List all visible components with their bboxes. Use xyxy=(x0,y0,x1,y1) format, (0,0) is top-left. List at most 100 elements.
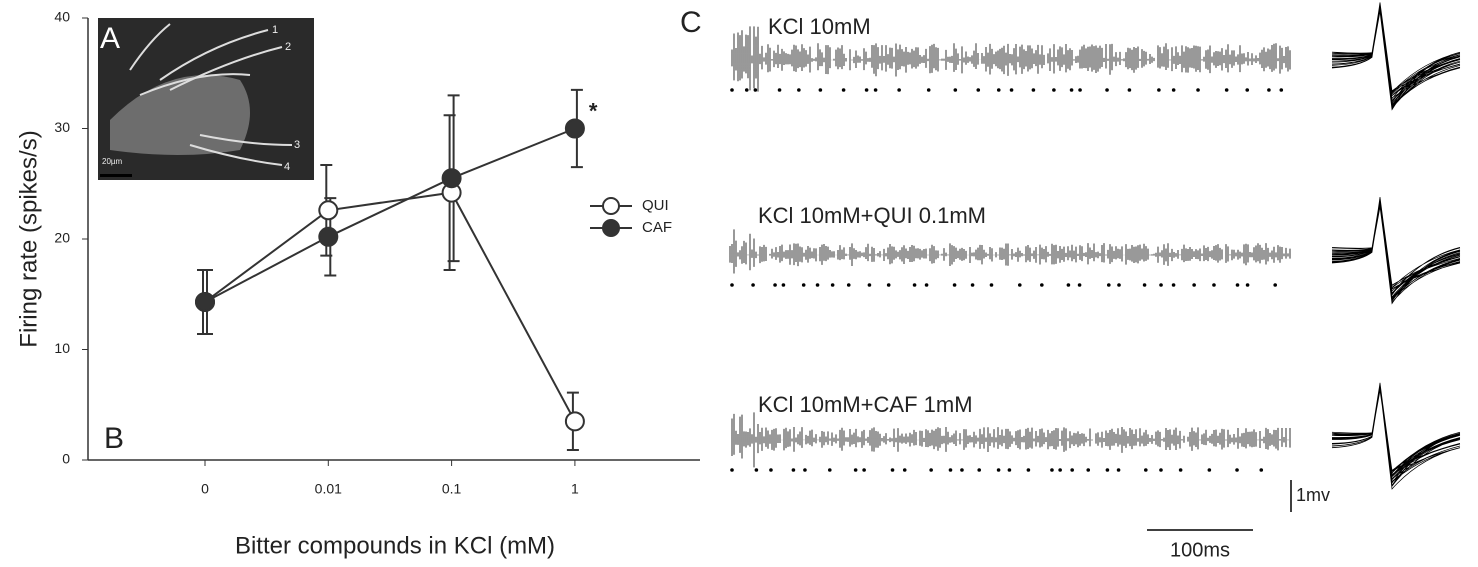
point xyxy=(441,168,462,189)
hair-label: 3 xyxy=(294,139,300,151)
trace xyxy=(729,229,1291,274)
trace xyxy=(729,412,1291,468)
x-tick-label: 0.1 xyxy=(442,481,462,497)
x-tick-label: 0 xyxy=(201,481,209,497)
spike-dot xyxy=(953,88,958,92)
spike-dot xyxy=(1127,88,1132,92)
spike-dot xyxy=(1052,88,1056,92)
time-scale-label: 100ms xyxy=(1170,539,1230,561)
series-line xyxy=(204,191,576,422)
spike-dot xyxy=(1159,283,1163,287)
spike-dot xyxy=(1078,88,1082,92)
spike-dot xyxy=(1259,468,1264,472)
y-tick-label: 20 xyxy=(54,230,70,246)
spike-dot xyxy=(1171,88,1176,92)
spike-dot xyxy=(1040,283,1044,287)
spike-dot xyxy=(1143,468,1148,472)
spike-dot xyxy=(867,283,872,287)
spike-dot xyxy=(853,468,858,472)
spike-dot xyxy=(1245,88,1250,92)
spike-dot xyxy=(1267,88,1271,92)
spike-dot xyxy=(864,88,869,92)
annotation: * xyxy=(589,98,598,123)
y-axis-label: Firing rate (spikes/s) xyxy=(15,130,42,347)
legend-marker xyxy=(602,197,620,215)
spike-dot xyxy=(1207,468,1212,472)
spike-dot xyxy=(1224,88,1229,92)
spike-dot xyxy=(730,468,734,472)
spike-dot xyxy=(773,283,777,287)
spike-dot xyxy=(1117,283,1121,287)
spike-dot xyxy=(1273,283,1277,287)
hair-label: 4 xyxy=(284,161,290,173)
spike-dot xyxy=(1007,468,1012,472)
panel-label: B xyxy=(104,422,124,455)
spike-dot xyxy=(996,88,1001,92)
spike-dot xyxy=(1106,283,1111,287)
spike-dot xyxy=(926,88,931,92)
spike-dot xyxy=(754,468,759,472)
spike-dot xyxy=(1235,283,1240,287)
spike-dot xyxy=(1116,468,1121,472)
spike-dot xyxy=(730,283,734,287)
spike-dot xyxy=(1235,468,1239,472)
spike-dot xyxy=(952,283,957,287)
spike-dot xyxy=(996,468,1001,472)
spike-dot xyxy=(977,468,982,472)
inset-hairs xyxy=(129,23,293,166)
spike-dot xyxy=(970,283,975,287)
point xyxy=(318,200,339,221)
y-tick-label: 30 xyxy=(54,119,70,135)
spike-dot xyxy=(846,283,851,287)
legend-marker xyxy=(602,219,620,237)
spike-dot xyxy=(753,88,758,92)
spike-dot xyxy=(873,88,878,92)
spike-dot xyxy=(769,468,773,472)
spike-dot xyxy=(1026,468,1031,472)
legend-label: QUI xyxy=(642,197,669,214)
spike-dot xyxy=(1077,283,1082,287)
spike-dot xyxy=(1017,283,1022,287)
spike-dot xyxy=(744,88,749,92)
spike-dot xyxy=(781,283,786,287)
spike-dot xyxy=(1178,468,1183,472)
hair-label: 1 xyxy=(272,24,278,36)
spike-dot xyxy=(1196,88,1200,92)
spike-dot xyxy=(897,88,901,92)
spike-dot xyxy=(730,88,734,92)
hair-label: 2 xyxy=(285,41,291,53)
spike-dot xyxy=(1069,88,1074,92)
spike-dot xyxy=(1279,88,1284,92)
x-tick-label: 0.01 xyxy=(315,481,342,497)
point xyxy=(564,118,585,139)
spike-dot xyxy=(1009,88,1014,92)
spike-dot xyxy=(1105,88,1109,92)
spike-dot xyxy=(803,468,807,472)
spike-dot xyxy=(1105,468,1110,472)
spike-dot xyxy=(1058,468,1062,472)
y-tick-label: 40 xyxy=(54,9,70,25)
spike-dot xyxy=(1070,468,1074,472)
voltage-scale-label: 1mv xyxy=(1296,485,1330,505)
spike-dot xyxy=(862,468,866,472)
spike-dot xyxy=(797,88,801,92)
spike-dot xyxy=(1245,283,1250,287)
y-tick-label: 10 xyxy=(54,340,70,356)
point xyxy=(195,291,215,312)
point xyxy=(564,411,585,432)
series-line xyxy=(204,127,576,303)
point xyxy=(318,226,339,247)
x-tick-label: 1 xyxy=(571,481,579,497)
spike-dot xyxy=(890,468,895,472)
spike-dot xyxy=(1031,88,1036,92)
trace-label: KCl 10mM+QUI 0.1mM xyxy=(758,203,986,228)
spike-dot xyxy=(929,468,933,472)
spike-dot xyxy=(1086,468,1091,472)
trace xyxy=(729,26,1291,92)
panel-label: C xyxy=(680,6,702,39)
spike-dot xyxy=(989,283,994,287)
spike-dot xyxy=(1142,283,1147,287)
spike-dot xyxy=(1050,468,1054,472)
spike-dot xyxy=(924,283,929,287)
